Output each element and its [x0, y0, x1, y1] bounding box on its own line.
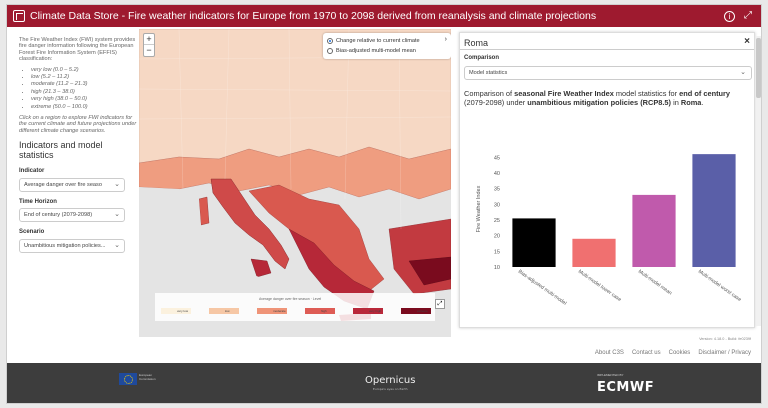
link-cookies[interactable]: Cookies — [668, 350, 691, 356]
scenario-select[interactable]: Unambitious mitigation policies... ⌄ — [19, 238, 125, 253]
horizon-select[interactable]: End of century (2079-2098) ⌄ — [19, 208, 125, 223]
bar — [512, 218, 556, 267]
fullscreen-icon[interactable]: ⤢ — [435, 299, 445, 309]
chevron-down-icon: ⌄ — [114, 241, 120, 249]
region-panel: Roma × Comparison Model statistics ⌄ Comp… — [459, 32, 755, 328]
link-contact[interactable]: Contact us — [631, 350, 661, 356]
x-tick-label: Multi-model lower case — [577, 269, 623, 303]
y-tick-label: 30 — [494, 202, 500, 208]
copernicus-subtitle: Europe's eyes on Earth — [372, 387, 408, 391]
legend-swatch: low — [209, 308, 239, 314]
y-tick-label: 35 — [494, 187, 500, 193]
eu-logo: European Commission — [119, 373, 156, 397]
x-tick-label: Multi-model worst case — [697, 269, 743, 303]
map-legend: Average danger over fire season · Level … — [155, 293, 435, 321]
scenario-label: Scenario — [19, 229, 45, 236]
copernicus-logo: Opernicus Europe's eyes on Earth — [365, 375, 416, 391]
zoom-control: + − — [143, 33, 155, 57]
horizon-label: Time Horizon — [19, 198, 57, 205]
legend-swatch-label: very low — [177, 309, 189, 313]
legend-swatch-label: moderate — [273, 309, 286, 313]
expand-icon[interactable]: ⤢ — [744, 10, 752, 21]
fwi-class-list: very low (0.0 – 5.2) low (5.2 – 11.2) mo… — [19, 67, 137, 110]
ecmwf-logo: IMPLEMENTED BY ECMWF — [597, 373, 655, 395]
y-tick-label: 40 — [494, 171, 500, 177]
footer: European Commission Opernicus Europe's e… — [7, 363, 761, 403]
zoom-out-button[interactable]: − — [146, 45, 152, 55]
zoom-in-button[interactable]: + — [144, 34, 154, 45]
fwi-class-item: high (21.3 – 38.0) — [31, 89, 137, 95]
y-axis-label: Fire Weather Index — [476, 185, 482, 232]
title-bar: Climate Data Store - Fire weather indica… — [7, 5, 761, 27]
map-view[interactable]: + − Change relative to current climate B… — [139, 29, 451, 337]
radio-checked-icon[interactable] — [327, 38, 333, 44]
y-tick-label: 25 — [494, 218, 500, 224]
option-bias-adjusted[interactable]: Bias-adjusted multi-model mean — [327, 46, 447, 56]
chevron-down-icon: ⌄ — [740, 69, 746, 76]
fwi-class-item: very low (0.0 – 5.2) — [31, 67, 137, 73]
ecmwf-sup: IMPLEMENTED BY — [597, 373, 624, 377]
chevron-down-icon: ⌄ — [114, 180, 120, 188]
panel-scrollbar[interactable] — [756, 36, 761, 326]
fwi-bar-chart: 10 15 20 25 30 35 40 45 Fire Weather Index Bias-a… — [476, 154, 743, 307]
chevron-down-icon: ⌄ — [114, 211, 120, 219]
comparison-label: Comparison — [464, 55, 500, 61]
sidebar-help: Click on a region to explore FWI indicat… — [19, 115, 137, 134]
chart-description: Comparison of seasonal Fire Weather Inde… — [464, 89, 731, 107]
info-icon[interactable]: i — [724, 11, 735, 22]
fwi-class-item: very high (38.0 – 50.0) — [31, 96, 137, 102]
option-change-relative[interactable]: Change relative to current climate — [327, 36, 447, 46]
indicator-label: Indicator — [19, 168, 45, 175]
fwi-class-item: moderate (11.2 – 21.3) — [31, 81, 137, 87]
chevron-right-icon[interactable]: › — [444, 36, 447, 43]
legend-swatch: very low — [161, 308, 191, 314]
sidebar-heading: Indicators and model statistics — [19, 140, 103, 161]
legend-swatch: moderate — [257, 308, 287, 314]
y-tick-label: 45 — [494, 155, 500, 161]
close-icon[interactable]: × — [744, 36, 750, 47]
app-frame: Climate Data Store - Fire weather indica… — [6, 4, 762, 404]
eu-text: European Commission — [139, 373, 156, 381]
legend-swatch: extreme — [401, 308, 431, 314]
legend-swatch: very high — [353, 308, 383, 314]
legend-swatches: very low low moderate high very high extreme — [161, 308, 431, 314]
fwi-class-item: extreme (50.0 – 100.0) — [31, 104, 137, 110]
scrollbar-thumb[interactable] — [756, 38, 761, 98]
footer-links: About C3S Contact us Cookies Disclaimer … — [595, 350, 751, 356]
indicator-select[interactable]: Average danger over fire seaso ⌄ — [19, 177, 125, 192]
region-title: Roma — [464, 38, 489, 48]
comparison-select[interactable]: Model statistics ⌄ — [464, 66, 752, 80]
x-tick-label: Bias-adjusted multi-model — [517, 269, 568, 307]
legend-swatch-label: extreme — [417, 309, 428, 313]
map-legend-title: Average danger over fire season · Level — [259, 297, 322, 301]
map-mode-toggle: Change relative to current climate Bias-… — [323, 33, 451, 59]
sidebar: The Fire Weather Index (FWI) system prov… — [19, 37, 137, 260]
bar — [632, 194, 676, 267]
fwi-class-item: low (5.2 – 11.2) — [31, 74, 137, 80]
y-tick-label: 20 — [494, 234, 500, 240]
app-icon — [13, 10, 25, 22]
radio-icon[interactable] — [327, 48, 333, 54]
bar — [692, 154, 736, 267]
legend-swatch-label: very high — [369, 309, 382, 313]
x-tick-label: Multi-model mean — [637, 269, 673, 297]
legend-swatch-label: low — [225, 309, 230, 313]
link-about[interactable]: About C3S — [594, 350, 624, 356]
app-title: Climate Data Store - Fire weather indica… — [30, 10, 597, 22]
bar — [572, 238, 616, 267]
legend-swatch-label: high — [321, 309, 327, 313]
y-tick-label: 15 — [494, 249, 500, 255]
sidebar-intro: The Fire Weather Index (FWI) system prov… — [19, 37, 136, 63]
eu-flag-icon — [119, 373, 137, 385]
divider — [460, 49, 754, 50]
legend-swatch: high — [305, 308, 335, 314]
europe-map[interactable] — [139, 29, 451, 337]
y-tick-label: 10 — [494, 265, 500, 271]
link-disclaimer[interactable]: Disclaimer / Privacy — [698, 350, 751, 356]
version-text: Version: 4.18.0 - Build: fe0239f — [699, 337, 751, 341]
